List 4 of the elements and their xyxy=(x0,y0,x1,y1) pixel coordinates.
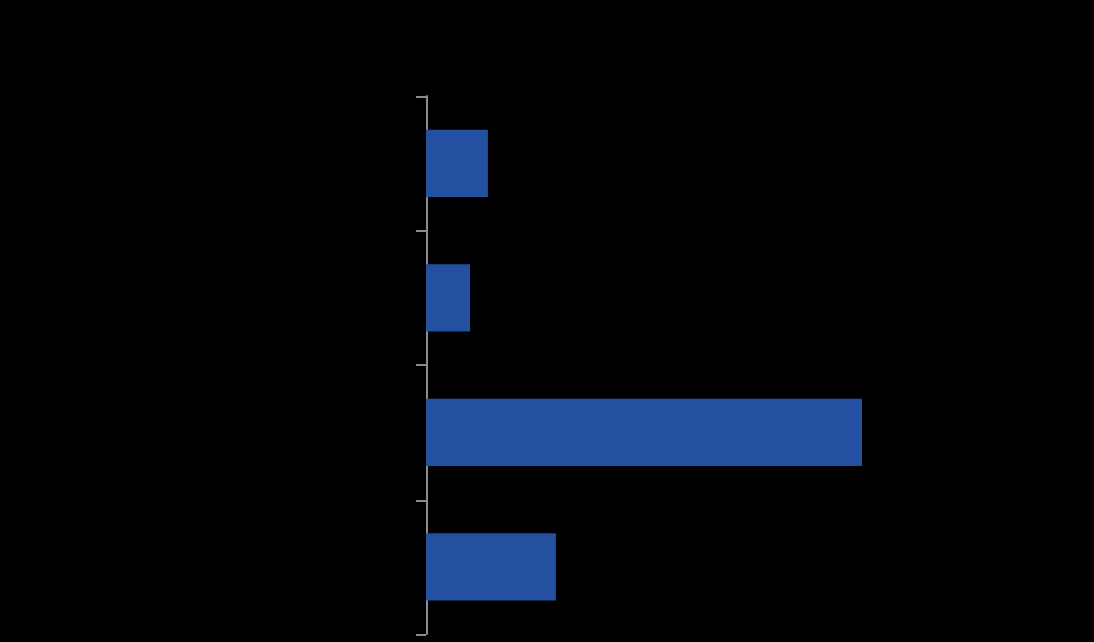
bar xyxy=(426,264,471,332)
bar xyxy=(426,533,556,601)
bar xyxy=(426,129,488,197)
bar xyxy=(426,398,862,466)
